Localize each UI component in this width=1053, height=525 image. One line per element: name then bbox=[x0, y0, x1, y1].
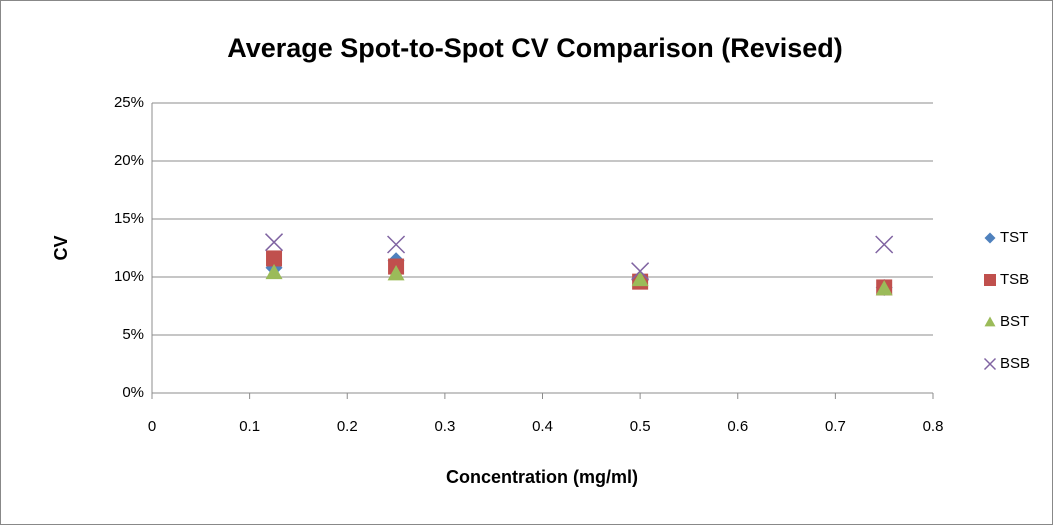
y-axis-title: CV bbox=[51, 235, 71, 260]
x-axis-title: Concentration (mg/ml) bbox=[446, 467, 638, 487]
legend-marker bbox=[983, 357, 997, 371]
chart-title: Average Spot-to-Spot CV Comparison (Revi… bbox=[227, 33, 843, 63]
data-point bbox=[265, 233, 284, 252]
legend-marker bbox=[984, 232, 996, 244]
y-tick-label: 0% bbox=[122, 384, 144, 401]
x-tick-label: 0.1 bbox=[239, 418, 260, 435]
data-point bbox=[266, 250, 283, 267]
y-tick-label: 25% bbox=[114, 94, 144, 111]
y-tick-label: 10% bbox=[114, 268, 144, 285]
x-tick-label: 0.7 bbox=[825, 418, 846, 435]
x-tick-label: 0.4 bbox=[532, 418, 553, 435]
data-point bbox=[387, 235, 406, 254]
y-tick-label: 15% bbox=[114, 210, 144, 227]
x-tick-label: 0.6 bbox=[727, 418, 748, 435]
legend-label: TST bbox=[1000, 229, 1028, 246]
legend-marker bbox=[984, 316, 996, 327]
data-point bbox=[387, 265, 405, 281]
legend-label: TSB bbox=[1000, 271, 1029, 288]
data-point bbox=[875, 280, 893, 296]
x-tick-label: 0.3 bbox=[434, 418, 455, 435]
y-tick-label: 20% bbox=[114, 152, 144, 169]
data-point bbox=[631, 270, 649, 287]
legend-marker bbox=[984, 274, 996, 286]
data-point bbox=[265, 263, 283, 280]
x-tick-label: 0.8 bbox=[923, 418, 944, 435]
data-point bbox=[875, 235, 894, 254]
y-tick-label: 5% bbox=[122, 326, 144, 343]
x-tick-label: 0.2 bbox=[337, 418, 358, 435]
legend-label: BSB bbox=[1000, 355, 1030, 372]
x-tick-label: 0.5 bbox=[630, 418, 651, 435]
data-point bbox=[631, 262, 650, 281]
legend-label: BST bbox=[1000, 313, 1029, 330]
x-tick-label: 0 bbox=[148, 418, 156, 435]
